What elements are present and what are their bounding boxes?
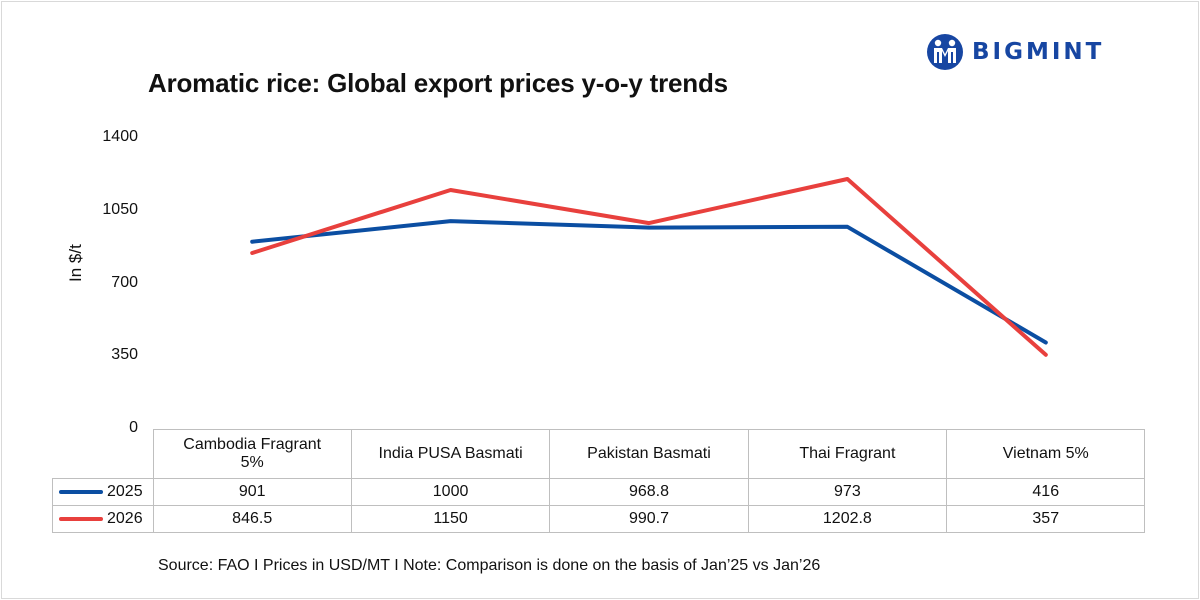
legend-label: 2026 [107,510,143,527]
brand-name: BIGMINT [972,39,1105,65]
y-tick-label: 1400 [102,128,138,145]
category-label: Cambodia Fragrant 5% [152,429,352,479]
source-note: Source: FAO I Prices in USD/MT I Note: C… [158,557,821,574]
legend-entry-2026: 2026 [52,505,154,533]
data-label: 968.8 [549,478,749,506]
legend-swatch [59,516,103,521]
series-line-2026 [250,177,1048,357]
table-row: 2026 846.5 1150 990.7 1202.8 357 [52,505,1146,533]
legend-label: 2025 [107,483,143,500]
bigmint-logo-icon [927,34,963,70]
category-label-line: India PUSA Basmati [378,445,523,462]
category-label-line: Vietnam 5% [1002,445,1089,462]
category-label-line: Cambodia Fragrant [183,436,322,453]
category-label-line: Pakistan Basmati [587,445,711,462]
y-tick-label: 350 [111,346,138,364]
chart-title: Aromatic rice: Global export prices y-o-… [148,68,728,98]
data-label: 901 [152,478,352,506]
category-label-line: 5% [240,454,264,471]
data-label: 990.7 [549,505,749,533]
legend-swatch [59,489,103,494]
data-label: 1150 [350,505,551,533]
data-label: 846.5 [152,505,352,533]
data-table: Cambodia Fragrant 5% India PUSA Basmati Pak… [52,429,1146,533]
data-label: 416 [946,478,1146,506]
category-label-line: Thai Fragrant [799,445,896,462]
data-label: 357 [946,505,1146,533]
y-tick-label: 1050 [102,200,138,218]
brand-logo: BIGMINT [926,32,1104,72]
y-tick-label: 700 [111,273,138,291]
y-tick-label: 0 [129,419,138,436]
table-corner [52,429,154,479]
series-line-2025 [250,219,1048,345]
table-row: 2025 901 1000 968.8 973 416 [52,478,1146,506]
data-label: 1202.8 [747,505,948,533]
category-label: Thai Fragrant [747,429,948,479]
category-label: Pakistan Basmati [549,429,749,479]
category-label: Vietnam 5% [946,429,1146,479]
table-header-row: Cambodia Fragrant 5% India PUSA Basmati Pak… [52,429,1146,479]
data-label: 1000 [350,478,551,506]
legend-entry-2025: 2025 [52,478,154,506]
category-label: India PUSA Basmati [350,429,551,479]
data-label: 973 [747,478,948,506]
